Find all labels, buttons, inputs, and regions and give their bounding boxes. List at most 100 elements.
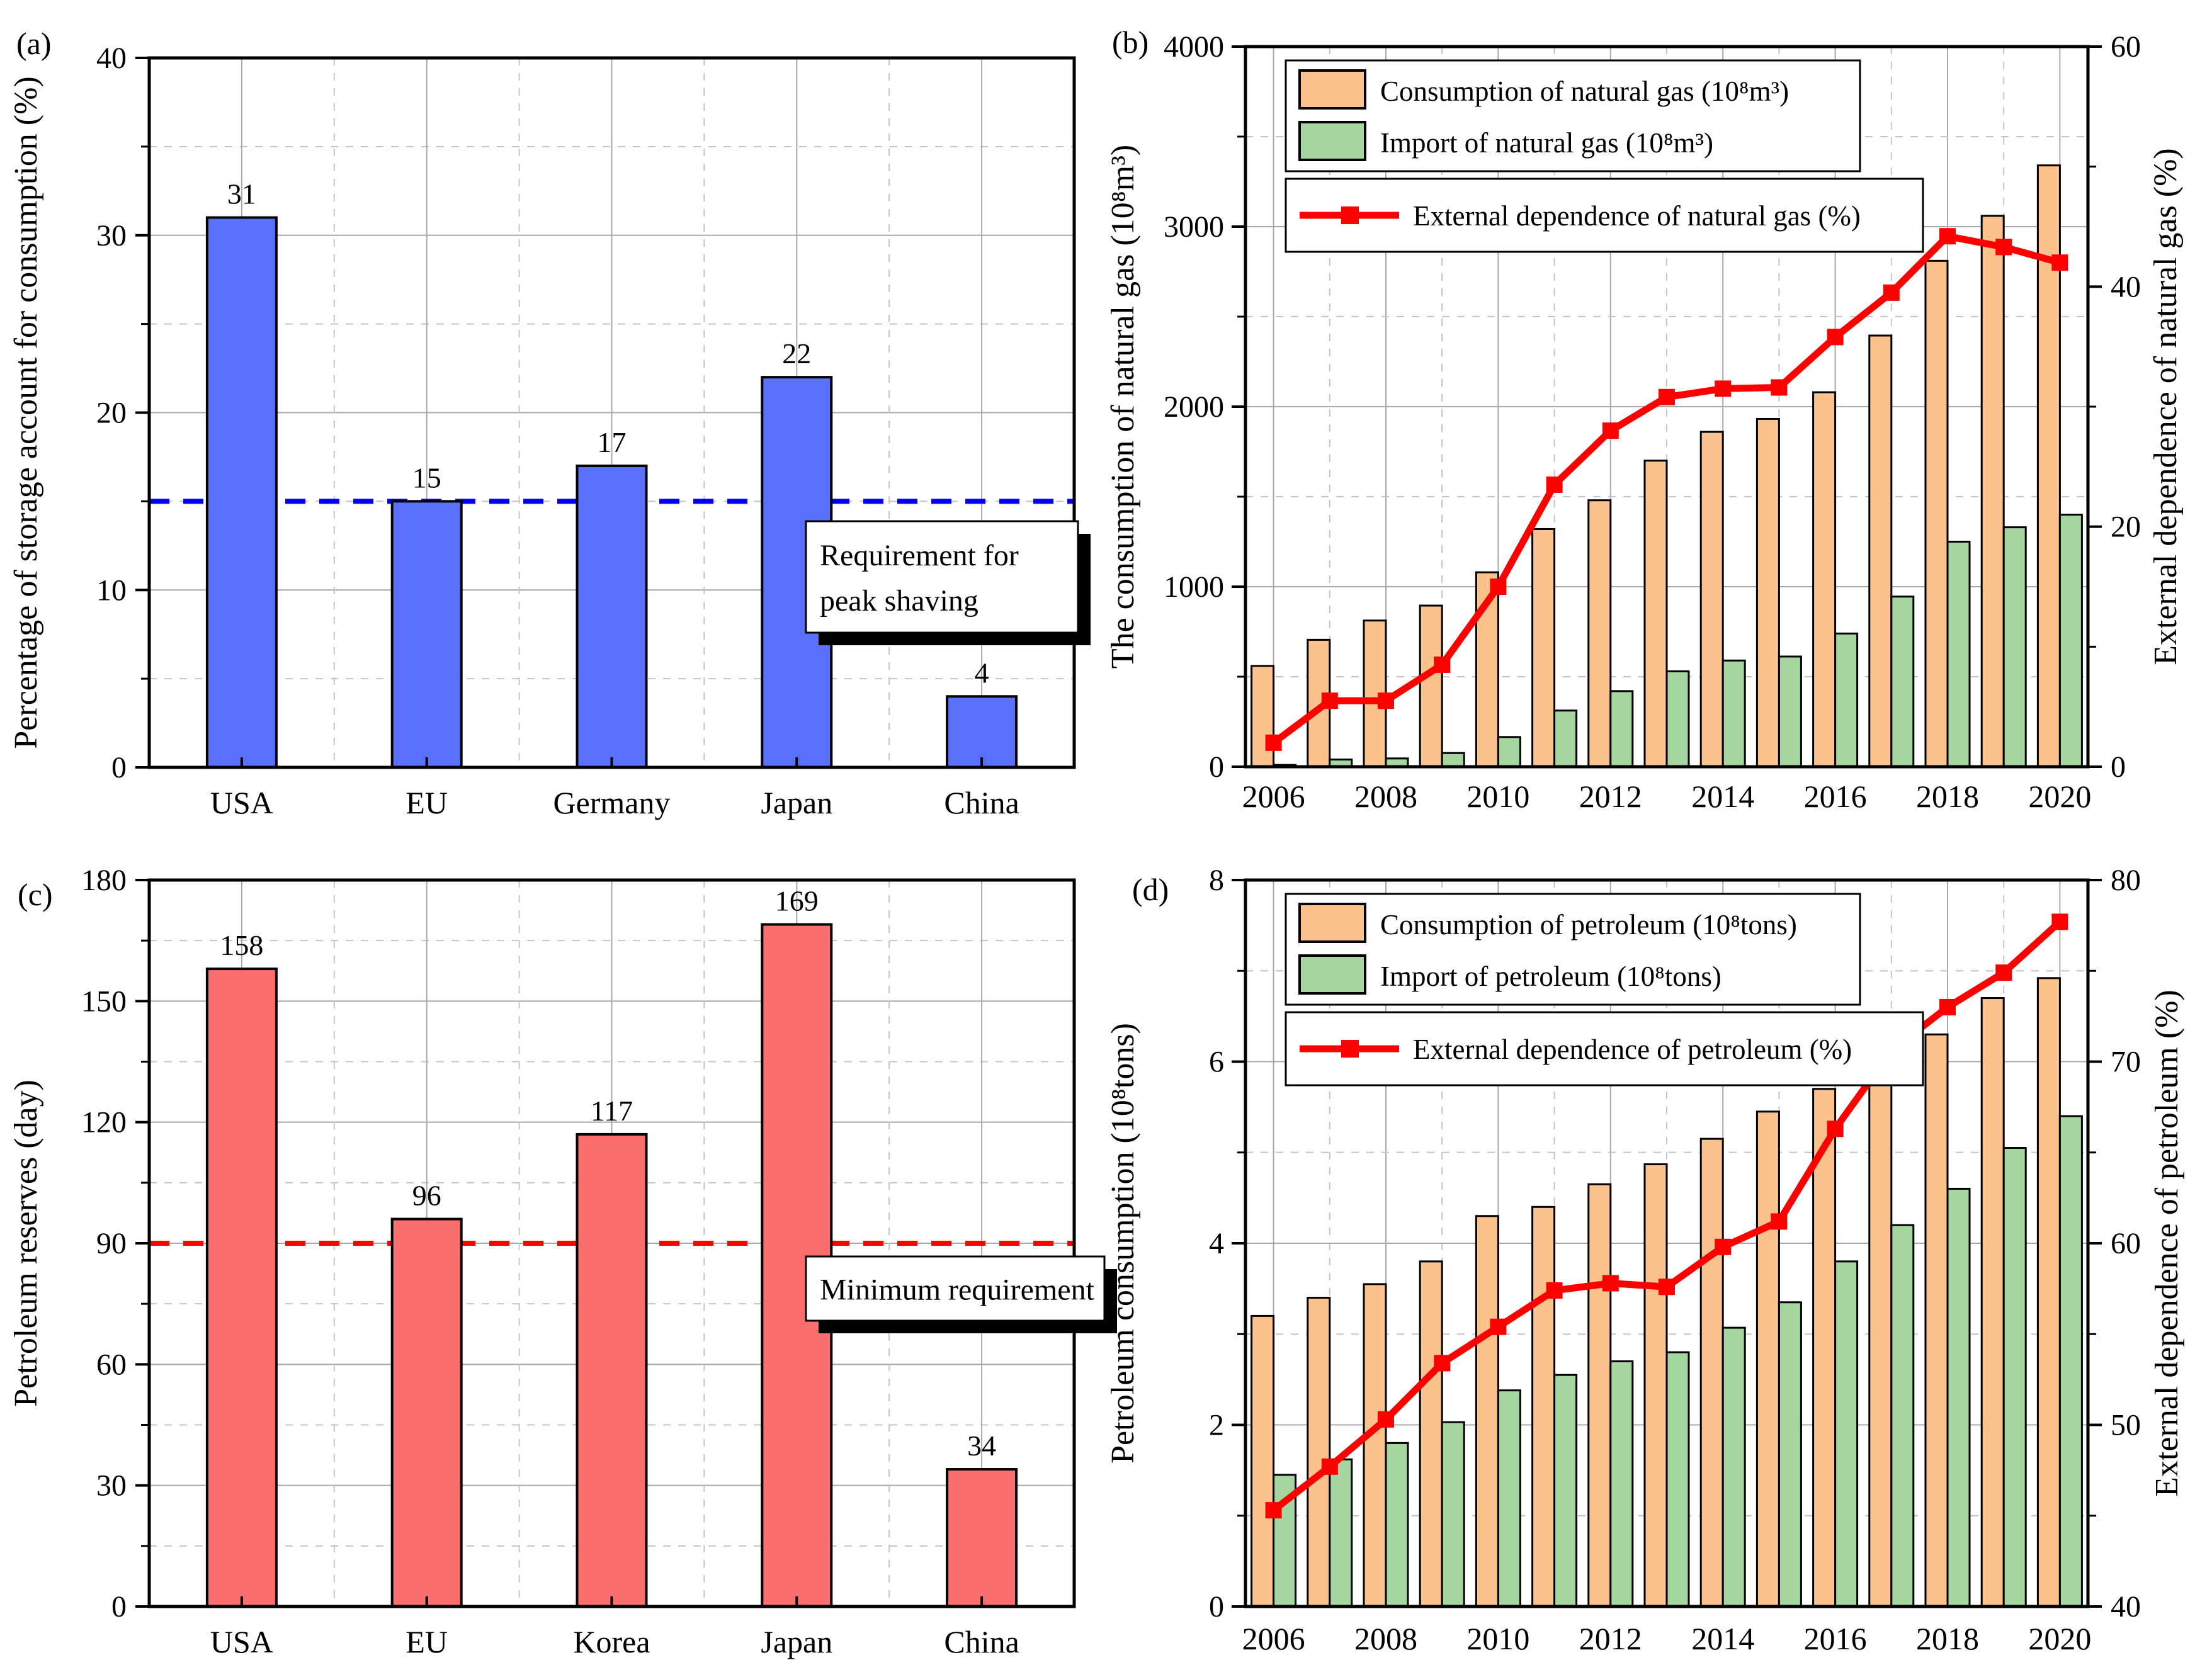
x-tick-label: 2014 [1691,779,1754,814]
x-category-label: Germany [553,785,670,820]
legend-swatch [1298,903,1366,943]
bar-2011-s1 [1553,1374,1578,1608]
line-marker-2018 [1939,228,1956,245]
y-tick-label: 20 [96,397,127,430]
bar-2011-s1 [1553,709,1578,768]
y-tick-label-left: 6 [1209,1046,1224,1079]
bar-2011-s0 [1531,1205,1556,1608]
y-axis-title-left: The consumption of natural gas (10⁸m³) [1105,145,1141,669]
line-marker-2012 [1602,422,1619,439]
bar-china [946,1468,1018,1608]
bar-2009-s1 [1441,752,1465,768]
line-marker-2006 [1265,1502,1282,1519]
line-marker-2009 [1434,1355,1451,1372]
legend-swatch [1298,954,1366,995]
bar-2006-s0 [1251,1314,1275,1608]
line-marker-2011 [1546,1282,1563,1299]
x-tick-label: 2012 [1579,779,1642,814]
x-tick-label: 2018 [1916,779,1979,814]
line-marker-2012 [1602,1275,1619,1292]
line-marker-2019 [1995,239,2012,256]
y-tick-label-right: 40 [2111,1590,2141,1623]
x-tick-label: 2008 [1354,1621,1417,1656]
y-tick-label-left: 3000 [1164,210,1224,244]
bar-korea [576,1132,648,1608]
annotation-box [805,1255,1106,1322]
bar-2012-s0 [1587,499,1612,768]
line-marker-2020 [2051,254,2068,271]
line-marker-2017 [1883,284,1900,301]
y-tick-label-right: 40 [2111,270,2141,303]
legend-label: Import of natural gas (10⁸m³) [1380,127,1713,159]
bar-2008-s0 [1363,1283,1387,1608]
y-axis-title-left: Petroleum consumption (10⁸tons) [1105,1023,1141,1464]
bar-2006-s0 [1251,665,1275,768]
x-tick-label: 2012 [1579,1621,1642,1656]
y-tick-label-right: 60 [2111,1227,2141,1260]
legend-label: External dependence of petroleum (%) [1413,1034,1852,1065]
panel-letter: (a) [16,26,52,61]
x-category-label: China [944,1624,1019,1659]
line-marker-2011 [1546,476,1563,493]
y-tick-label: 60 [96,1348,127,1381]
x-category-label: China [944,785,1019,820]
x-tick-label: 2006 [1242,1621,1305,1656]
x-tick-label: 2020 [2028,779,2091,814]
bar-value-label: 169 [775,885,819,917]
y-tick-label: 180 [81,864,127,897]
bar-2015-s1 [1778,1301,1802,1608]
legend-box-bars [1285,59,1861,172]
bar-value-label: 31 [227,178,256,210]
panel-c: 158 96 117 169 34 0 30 60 90 120 150 180 USA EU Korea J… [8,864,1117,1659]
bar-2018-s1 [1946,1187,1971,1608]
legend-line-marker [1341,206,1359,224]
line-marker-2013 [1659,388,1675,405]
bar-2010-s1 [1497,736,1521,768]
bar-2012-s1 [1609,690,1634,768]
legend-label: Consumption of petroleum (10⁸tons) [1380,909,1797,940]
legend-label: Consumption of natural gas (10⁸m³) [1380,76,1789,107]
y-axis-title-right: External dependence of petroleum (%) [2149,990,2185,1497]
bar-value-label: 34 [967,1430,996,1462]
x-tick-label: 2006 [1242,779,1305,814]
panel-letter: (d) [1132,872,1169,907]
bar-2012-s1 [1609,1360,1634,1608]
y-tick-label-right: 80 [2111,864,2141,897]
bar-2018-s0 [1924,259,1949,768]
bar-2012-s0 [1587,1183,1612,1608]
bar-2018-s0 [1924,1033,1949,1608]
bar-2007-s0 [1307,1297,1331,1608]
bar-value-label: 17 [598,426,627,458]
line-marker-2008 [1378,1411,1394,1428]
legend-label: External dependence of natural gas (%) [1413,200,1861,232]
line-marker-2014 [1715,1238,1732,1255]
bar-2017-s1 [1890,1224,1915,1608]
bar-2019-s0 [1980,215,2005,768]
bar-2019-s1 [2002,526,2027,768]
bar-china [946,695,1018,769]
line-marker-2015 [1771,379,1788,396]
x-category-label: Japan [761,1624,832,1659]
y-tick-label: 0 [111,1590,127,1623]
y-tick-label-left: 0 [1209,1590,1224,1623]
line-marker-2016 [1827,329,1844,346]
y-tick-label-right: 60 [2111,30,2141,64]
bar-2020-s0 [2036,977,2061,1608]
x-tick-label: 2016 [1804,779,1867,814]
bar-2016-s1 [1834,1260,1859,1608]
y-tick-label-left: 2000 [1164,390,1224,424]
legend-box-bars [1285,893,1861,1006]
bar-value-label: 22 [782,337,811,370]
bar-2020-s1 [2058,514,2083,768]
line-marker-2016 [1827,1121,1844,1138]
legend-label: Import of petroleum (10⁸tons) [1380,961,1721,992]
bar-2008-s1 [1385,1442,1409,1608]
y-tick-label: 120 [81,1106,127,1139]
bar-value-label: 158 [220,929,263,961]
bar-value-label: 15 [412,461,441,494]
bar-2013-s0 [1643,1163,1668,1608]
x-category-label: USA [210,1624,273,1659]
x-tick-label: 2016 [1804,1621,1867,1656]
x-category-label: EU [406,785,448,820]
